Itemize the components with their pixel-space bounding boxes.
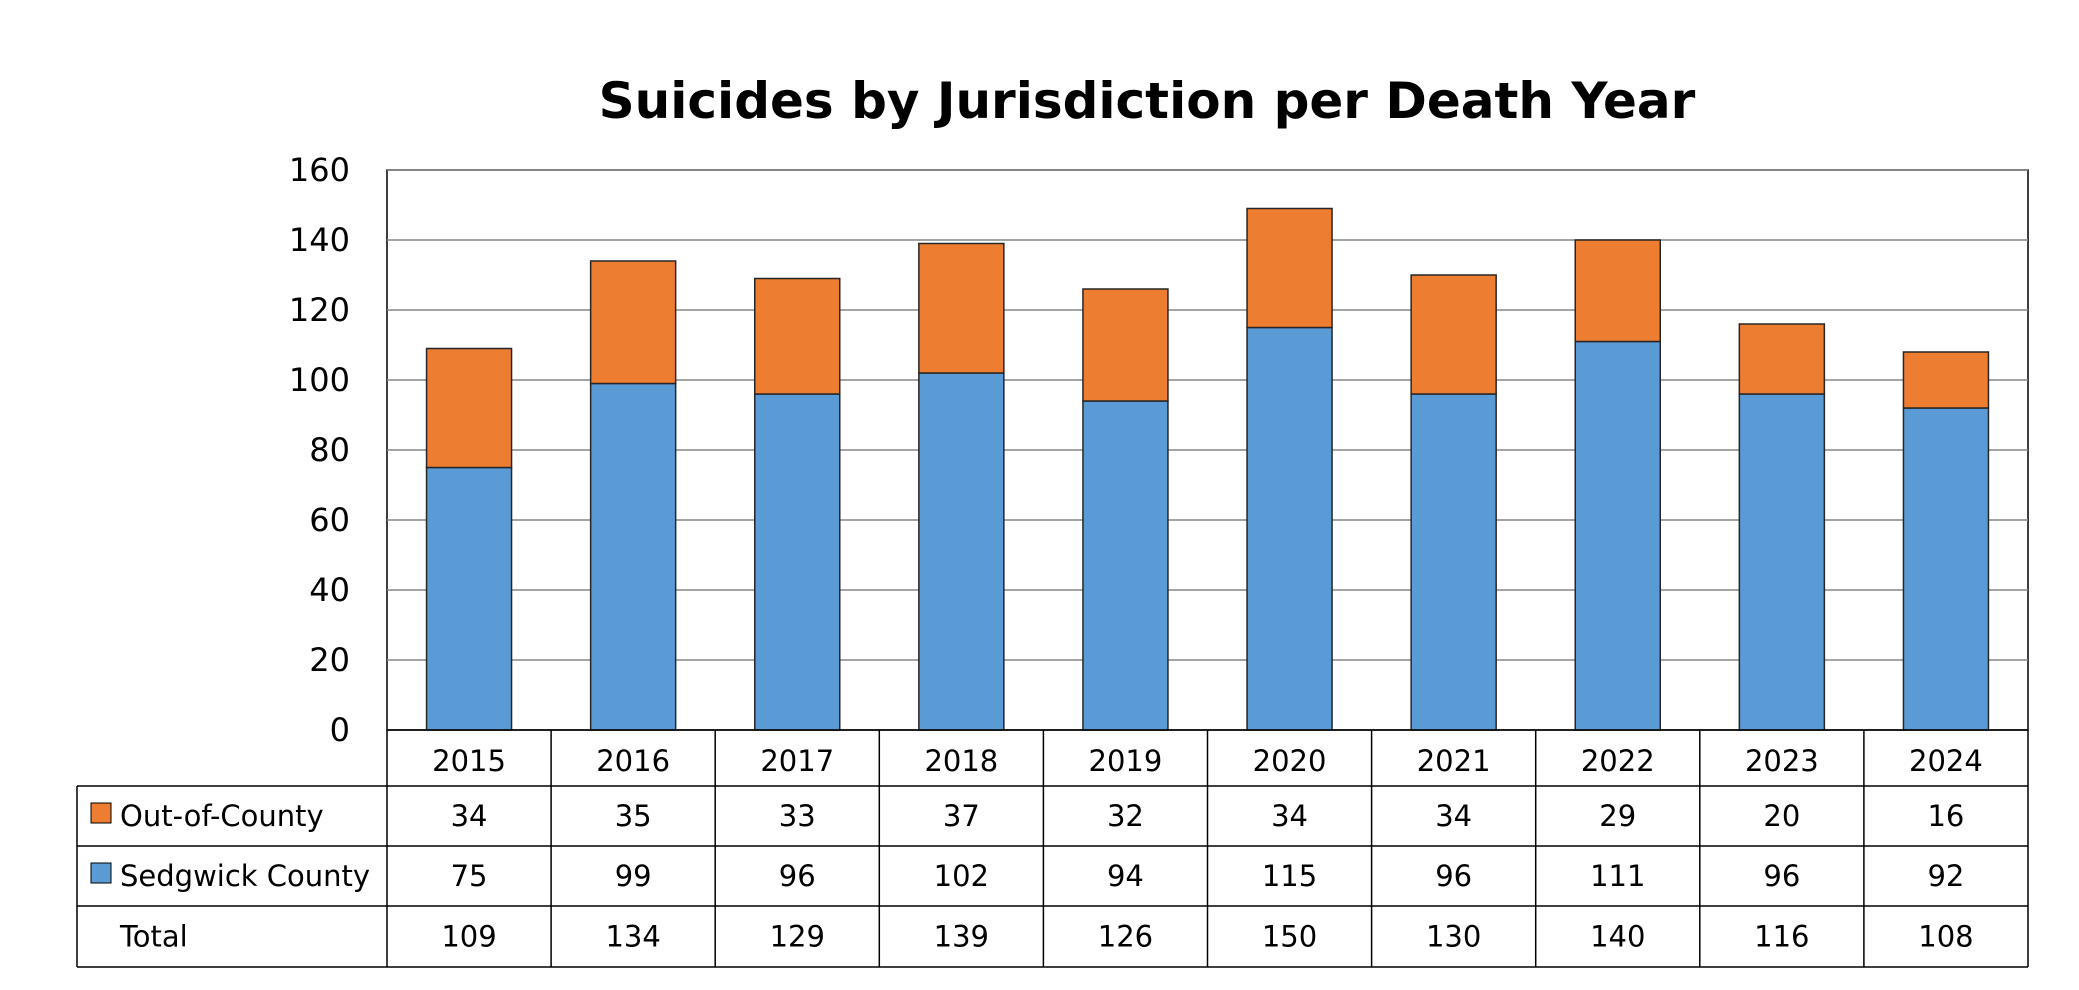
table-cell-value: 32 (1107, 799, 1144, 833)
y-tick-label: 40 (309, 571, 350, 609)
table-cell-value: 111 (1590, 859, 1645, 893)
bar-out-of-county (1082, 288, 1169, 402)
x-category-label: 2022 (1581, 744, 1655, 778)
bar-out-of-county (1410, 274, 1497, 395)
table-cell-value: 102 (934, 859, 989, 893)
x-category-label: 2019 (1089, 744, 1163, 778)
bar-out-of-county (1574, 239, 1661, 343)
table-cell-value: 94 (1107, 859, 1144, 893)
bar-out-of-county (1902, 351, 1990, 409)
y-tick-label: 120 (289, 291, 350, 329)
bar-sedgwick (1738, 393, 1826, 731)
table-cell-value: 99 (615, 859, 652, 893)
table-cell-value: 115 (1262, 859, 1317, 893)
bar-out-of-county (918, 242, 1005, 374)
y-tick-label: 20 (309, 641, 350, 679)
table-cell-value: 139 (934, 920, 989, 954)
table-cell-value: 150 (1262, 920, 1317, 954)
table-cell-value: 108 (1918, 920, 1973, 954)
table-cell-value: 29 (1599, 799, 1636, 833)
legend-key-out-of-county (90, 802, 112, 824)
x-category-label: 2017 (760, 744, 834, 778)
table-cell-value: 96 (1763, 859, 1800, 893)
bar-sedgwick (1902, 407, 1990, 731)
bar-out-of-county (1738, 323, 1826, 395)
bar-sedgwick (754, 393, 841, 731)
legend-key-sedgwick (90, 862, 112, 884)
bar-sedgwick (589, 382, 677, 731)
table-row-label: Sedgwick County (120, 859, 370, 893)
bar-sedgwick (1082, 400, 1169, 731)
x-category-label: 2020 (1253, 744, 1327, 778)
table-cell-value: 96 (779, 859, 816, 893)
table-cell-value: 35 (615, 799, 652, 833)
table-cell-value: 134 (605, 920, 660, 954)
x-category-label: 2024 (1909, 744, 1983, 778)
bar-sedgwick (425, 466, 513, 731)
table-cell-value: 37 (943, 799, 980, 833)
table-cell-value: 96 (1435, 859, 1472, 893)
table-cell-value: 34 (1271, 799, 1308, 833)
y-tick-label: 80 (309, 431, 350, 469)
bar-sedgwick (1246, 326, 1333, 731)
x-category-label: 2016 (596, 744, 670, 778)
table-cell-value: 34 (1435, 799, 1472, 833)
table-row-label: Total (119, 920, 188, 954)
bar-out-of-county (425, 347, 513, 469)
y-tick-label: 100 (289, 361, 350, 399)
bar-out-of-county (754, 277, 841, 395)
table-cell-value: 33 (779, 799, 816, 833)
y-tick-label: 0 (330, 711, 350, 749)
table-cell-value: 109 (441, 920, 496, 954)
table-cell-value: 126 (1098, 920, 1153, 954)
y-tick-label: 60 (309, 501, 350, 539)
bar-out-of-county (1246, 207, 1333, 329)
bar-out-of-county (589, 260, 677, 385)
table-cell-value: 16 (1927, 799, 1964, 833)
table-cell-value: 130 (1426, 920, 1481, 954)
bar-sedgwick (918, 372, 1005, 731)
x-category-label: 2021 (1417, 744, 1491, 778)
table-row-label: Out-of-County (120, 799, 324, 833)
x-category-label: 2018 (924, 744, 998, 778)
bar-sedgwick (1574, 340, 1661, 731)
table-cell-value: 75 (451, 859, 488, 893)
table-cell-value: 116 (1754, 920, 1809, 954)
table-cell-value: 20 (1763, 799, 1800, 833)
table-cell-value: 92 (1927, 859, 1964, 893)
y-tick-label: 140 (289, 221, 350, 259)
table-cell-value: 34 (451, 799, 488, 833)
x-category-label: 2023 (1745, 744, 1819, 778)
table-cell-value: 140 (1590, 920, 1645, 954)
x-category-label: 2015 (432, 744, 506, 778)
chart-title: Suicides by Jurisdiction per Death Year (599, 72, 1696, 130)
bar-sedgwick (1410, 393, 1497, 731)
table-cell-value: 129 (770, 920, 825, 954)
y-tick-label: 160 (289, 151, 350, 189)
